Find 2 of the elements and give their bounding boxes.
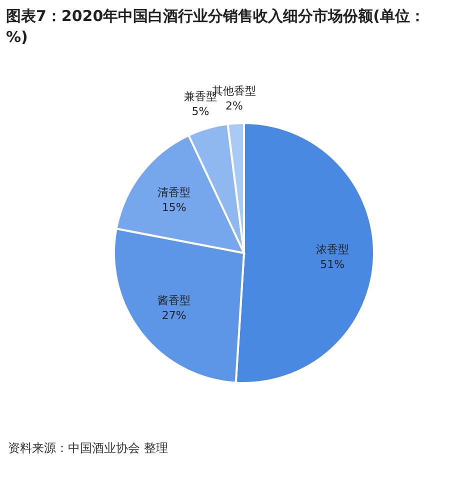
title: 图表7：2020年中国白酒行业分销售收入细分市场份额(单位：%) (6, 6, 426, 48)
annotation: 资料来源：中国酒业协会 整理 (8, 440, 168, 457)
